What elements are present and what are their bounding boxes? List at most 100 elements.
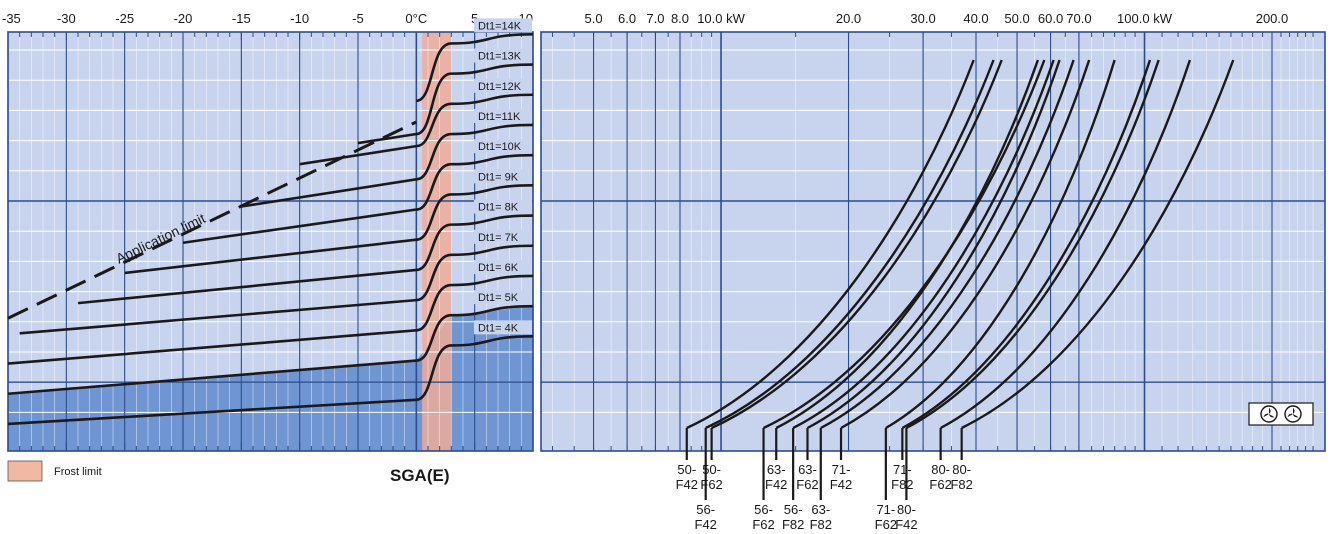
dt-series-label: Dt1=14K	[478, 20, 522, 32]
dt-series-label: Dt1= 8K	[478, 202, 519, 214]
capacity-tick-label: 7.0	[646, 11, 664, 26]
model-label-line1: 63-	[811, 502, 830, 517]
temperature-panel: -35-30-25-20-15-10-50°C510Dt1=14KDt1=13K…	[2, 11, 534, 452]
model-label-line1: 71-	[893, 462, 912, 477]
fan-blade	[1287, 413, 1293, 418]
model-label-line2: F62	[796, 477, 818, 492]
model-label-line1: 63-	[798, 462, 817, 477]
dt-label-box	[474, 259, 532, 274]
model-label-line2: F42	[676, 477, 698, 492]
model-label-line2: F42	[830, 477, 852, 492]
model-label-line1: 80-	[931, 462, 950, 477]
model-label-line2: F42	[695, 517, 717, 532]
model-curve	[961, 59, 1235, 430]
dt-label-box	[474, 199, 532, 214]
model-curve	[792, 59, 1055, 430]
dt-label-box	[474, 78, 532, 93]
capacity-tick-label: 200.0	[1256, 11, 1289, 26]
dt-series-label: Dt1=12K	[478, 81, 522, 93]
model-label-line2: F82	[950, 477, 972, 492]
capacity-tick-label: 60.0	[1038, 11, 1063, 26]
fan-blade	[1269, 407, 1271, 414]
dt-label-box	[474, 320, 532, 335]
model-label-line2: F62	[929, 477, 951, 492]
x-tick-label: -35	[2, 11, 21, 26]
model-label-line1: 50-	[677, 462, 696, 477]
capacity-tick-label: 100.0 kW	[1117, 11, 1173, 26]
dt-series-label: Dt1=13K	[478, 51, 522, 63]
dt-series-label: Dt1=11K	[478, 111, 521, 123]
dt-label-box	[474, 139, 532, 154]
model-curve	[686, 59, 975, 430]
dt-series-label: Dt1= 7K	[478, 232, 519, 244]
dt-series-label: Dt1= 4K	[478, 322, 519, 334]
dt-curve	[182, 153, 534, 245]
x-tick-label: -20	[174, 11, 193, 26]
model-label-line2: F62	[875, 517, 897, 532]
capacity-tick-label: 70.0	[1066, 11, 1091, 26]
temperature-panel-frame	[7, 31, 534, 452]
model-label-line1: 71-	[876, 502, 895, 517]
capacity-panel-background	[541, 32, 1325, 451]
dt-series-label: Dt1=10K	[478, 141, 522, 153]
model-label-line1: 56-	[784, 502, 803, 517]
model-label-line1: 50-	[702, 462, 721, 477]
model-label-line1: 71-	[832, 462, 851, 477]
dt-curve	[77, 214, 534, 305]
dt-label-box	[474, 229, 532, 244]
chart-footer: Frost limit SGA(E)	[7, 460, 450, 485]
two-fan-icon	[1248, 402, 1314, 426]
dt-curve	[7, 335, 534, 426]
dt-curve	[19, 244, 534, 335]
model-label-line1: 56-	[754, 502, 773, 517]
fan-symbol-box	[1248, 402, 1314, 426]
dt-series-label: Dt1= 6K	[478, 262, 519, 274]
capacity-tick-label: 50.0	[1004, 11, 1029, 26]
model-label-line2: F42	[895, 517, 917, 532]
model-curve	[885, 59, 1116, 430]
model-curve	[705, 59, 995, 430]
model-curve	[840, 59, 1091, 430]
x-tick-label: -10	[290, 11, 309, 26]
capacity-tick-label: 20.0	[836, 11, 861, 26]
fan-blade	[1293, 407, 1295, 414]
fan-blade	[1293, 414, 1299, 418]
model-curve	[711, 59, 1003, 430]
fan-ring	[1260, 405, 1278, 423]
model-label-line2: F82	[891, 477, 913, 492]
capacity-panel-frame	[540, 31, 1326, 452]
capacity-tick-label: 8.0	[671, 11, 689, 26]
fan-ring	[1284, 405, 1302, 423]
model-label-line2: F62	[752, 517, 774, 532]
model-curve	[820, 59, 1075, 430]
dt-curve	[124, 184, 534, 275]
x-tick-label: -15	[232, 11, 251, 26]
fan-blade	[1269, 414, 1275, 418]
model-label-line2: F42	[765, 477, 787, 492]
capacity-tick-label: 30.0	[910, 11, 935, 26]
capacity-tick-label: 6.0	[618, 11, 636, 26]
dt-label-box	[474, 48, 532, 63]
frost-limit-swatch	[7, 460, 43, 482]
dt-label-box	[474, 290, 532, 305]
dt-label-box	[474, 108, 532, 123]
dt-series-label: Dt1= 5K	[478, 292, 519, 304]
model-label-line2: F82	[810, 517, 832, 532]
capacity-tick-label: 5.0	[585, 11, 603, 26]
frost-limit-legend-label: Frost limit	[54, 466, 102, 478]
dt-curve	[299, 93, 534, 166]
dt-curve	[7, 304, 534, 396]
model-curve	[763, 59, 1046, 430]
chart-title: SGA(E)	[390, 466, 450, 485]
application-limit-line	[7, 120, 417, 320]
model-curve	[905, 59, 1160, 430]
model-curve	[940, 59, 1192, 430]
frost-limit-band	[422, 32, 452, 451]
model-label-line1: 80-	[952, 462, 971, 477]
model-curve	[901, 59, 1152, 430]
model-label-line1: 56-	[696, 502, 715, 517]
fan-blade	[1263, 413, 1269, 418]
model-label-line2: F62	[700, 477, 722, 492]
capacity-tick-label: 40.0	[963, 11, 988, 26]
